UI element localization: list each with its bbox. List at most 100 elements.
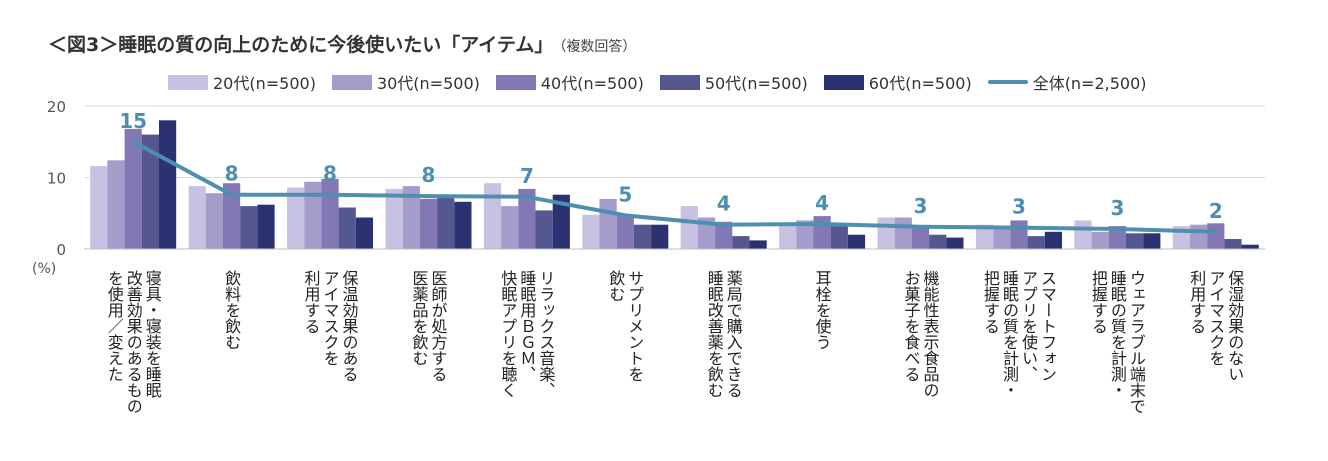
bar [1044, 231, 1062, 249]
legend-swatch [823, 74, 864, 90]
bar [877, 217, 895, 249]
bar [976, 224, 994, 249]
bar [205, 193, 223, 249]
bar [240, 206, 258, 249]
bar [929, 234, 947, 249]
data-label: 8 [323, 162, 337, 186]
data-label: 4 [815, 191, 829, 215]
bar [483, 183, 502, 249]
bar [1091, 231, 1109, 249]
bar [419, 198, 438, 249]
legend-label: 20代(n=500) [213, 74, 316, 93]
bar [355, 217, 373, 249]
bar [535, 210, 553, 249]
data-label: 8 [225, 162, 239, 186]
bar [124, 128, 142, 249]
bar [616, 214, 634, 249]
bar [257, 204, 275, 249]
bar [993, 226, 1011, 249]
bar [1126, 233, 1144, 249]
x-category-label: 薬局で購入できる [724, 270, 743, 398]
x-category-label: 飲料を飲む [222, 270, 241, 350]
bar [1074, 220, 1092, 249]
legend-swatch [495, 74, 536, 90]
data-label: 8 [422, 163, 436, 187]
legend-label: 60代(n=500) [868, 74, 972, 93]
x-category-label: 改善効果のあるもの [124, 270, 143, 414]
x-category-label: ウェアラブル端末で [1127, 270, 1146, 414]
bar [680, 206, 698, 249]
x-category-label: 睡眠用ＢＧＭ、 [517, 270, 536, 382]
legend-swatch [659, 74, 700, 90]
legend-line-swatch [987, 80, 1028, 84]
bar [90, 166, 108, 249]
x-category-label: アイマスクを [1206, 270, 1225, 366]
data-label: 5 [618, 182, 632, 206]
x-category-label: 耳栓を使う [813, 270, 832, 350]
x-category-label: 医薬品を飲む [410, 270, 429, 366]
bar [304, 181, 322, 249]
x-category-label: リラックス音楽、 [536, 270, 555, 398]
x-category-label: 利用する [1187, 270, 1206, 334]
bar [402, 186, 420, 249]
legend-item: 20代(n=500) [168, 70, 316, 94]
title-row: ＜図3＞睡眠の質の向上のために今後使いたい「アイテム」 （複数回答） [48, 30, 636, 57]
bar [894, 217, 912, 249]
y-tick-label: 10 [47, 170, 66, 188]
bar [287, 187, 305, 249]
x-category-label: アイマスクを [321, 270, 340, 366]
x-category-label: サプリメントを [625, 270, 644, 382]
legend-label: 40代(n=500) [540, 74, 644, 93]
total-line [131, 139, 1218, 234]
legend-label: 全体(n=2,500) [1032, 74, 1147, 93]
bar [830, 226, 848, 249]
bar [223, 183, 241, 249]
x-category-label: 把握する [1089, 270, 1108, 334]
bar [732, 236, 750, 249]
bar [1010, 220, 1028, 249]
x-category-label: 機能性表示食品の [921, 270, 940, 398]
bar [107, 160, 125, 249]
x-category-label: 医師が処方する [429, 270, 448, 382]
legend-swatch [331, 74, 372, 90]
y-unit-label: (%) [32, 261, 56, 277]
legend-item: 40代(n=500) [495, 70, 644, 94]
data-label: 3 [1110, 196, 1124, 220]
bar [582, 214, 600, 249]
data-label: 7 [520, 164, 534, 188]
bar [946, 237, 964, 249]
bar [501, 206, 519, 249]
bar [1027, 236, 1045, 249]
bar [633, 224, 652, 249]
x-category-label: 把握する [981, 270, 1000, 334]
x-category-label: 睡眠の質を計測・ [1108, 270, 1127, 398]
bar [1143, 233, 1161, 249]
data-label: 15 [119, 109, 147, 133]
legend-label: 50代(n=500) [704, 74, 808, 93]
chart-title: ＜図3＞睡眠の質の向上のために今後使いたい「アイテム」 [48, 34, 554, 56]
bar [159, 120, 177, 249]
bar [1224, 239, 1242, 249]
bar [749, 240, 767, 249]
legend-item: 30代(n=500) [331, 70, 480, 94]
bar [1190, 224, 1208, 249]
bar [1241, 244, 1259, 249]
bar [599, 198, 617, 249]
data-label: 2 [1209, 199, 1223, 223]
bar [847, 234, 866, 249]
legend-item: 50代(n=500) [659, 70, 808, 94]
bar [1108, 226, 1126, 249]
x-category-label: 睡眠改善薬を飲む [705, 270, 724, 398]
bar [715, 221, 733, 249]
x-category-label: 睡眠の質を計測・ [1000, 270, 1019, 398]
bar [779, 223, 797, 249]
y-tick-label: 20 [47, 98, 66, 116]
y-tick-label: 0 [56, 241, 66, 259]
bar [437, 196, 455, 249]
x-category-label: お菓子を食べる [902, 270, 921, 382]
legend-item: 60代(n=500) [823, 70, 972, 94]
x-category-label: 寝具・寝装を睡眠 [143, 269, 162, 399]
x-category-label: アプリを使い、 [1019, 270, 1038, 382]
x-category-label: 快眠アプリを聴く [498, 270, 517, 398]
